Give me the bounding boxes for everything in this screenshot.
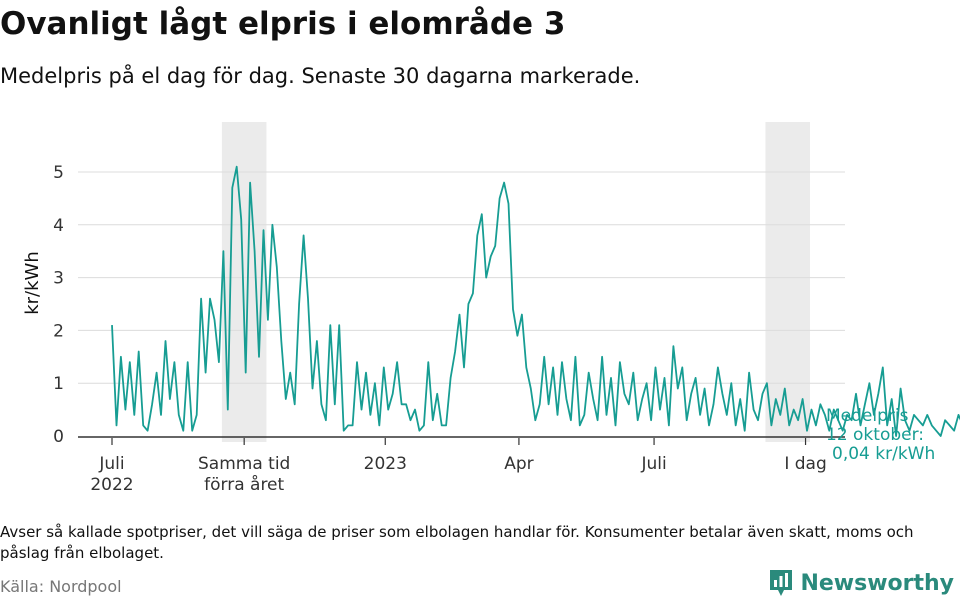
latest-value-annotation: Medelpris 12 oktober: 0,04 kr/kWh xyxy=(826,406,935,464)
y-axis-label: kr/kWh xyxy=(22,251,43,315)
y-tick-labels: 0 1 2 3 4 5 xyxy=(53,163,64,447)
x-ticks: Juli 2022 Samma tid förra året 2023 Apr Juli I … xyxy=(90,438,827,495)
source-credit: Källa: Nordpool xyxy=(0,577,122,596)
series-line-medelpris xyxy=(111,165,960,437)
x-tick-label-2: 2023 xyxy=(364,454,407,474)
brand-logo[interactable]: Newsworthy xyxy=(768,568,954,598)
annotation-text: Medelpris 12 oktober: 0,04 kr/kWh xyxy=(826,406,935,464)
y-tick-label-5: 5 xyxy=(53,163,64,183)
y-tick-label-0: 0 xyxy=(53,427,64,447)
chart-subtitle: Medelpris på el dag för dag. Senaste 30 … xyxy=(0,64,641,88)
line-chart: 0 1 2 3 4 5 Juli 2022 Samma tid förra året 2023 Ap… xyxy=(22,122,960,495)
y-tick-label-1: 1 xyxy=(53,374,64,394)
x-tick-label-5: I dag xyxy=(784,454,826,474)
brand-name: Newsworthy xyxy=(800,570,954,596)
gridlines xyxy=(78,171,845,384)
highlight-band-0 xyxy=(221,122,267,442)
x-tick-label-0: Juli 2022 xyxy=(90,454,133,495)
x-tick-label-3: Apr xyxy=(504,454,533,474)
y-tick-label-2: 2 xyxy=(53,321,64,341)
highlight-band-1 xyxy=(765,122,810,442)
footnote: Avser så kallade spotpriser, det vill sä… xyxy=(0,523,914,562)
x-tick-label-1: Samma tid förra året xyxy=(198,454,290,495)
chart-title: Ovanligt lågt elpris i elområde 3 xyxy=(0,6,566,42)
y-tick-label-4: 4 xyxy=(53,216,64,236)
x-tick-label-4: Juli xyxy=(640,454,666,474)
highlight-bands xyxy=(221,122,810,442)
newsworthy-logo-icon xyxy=(770,570,793,596)
y-tick-label-3: 3 xyxy=(53,269,64,289)
